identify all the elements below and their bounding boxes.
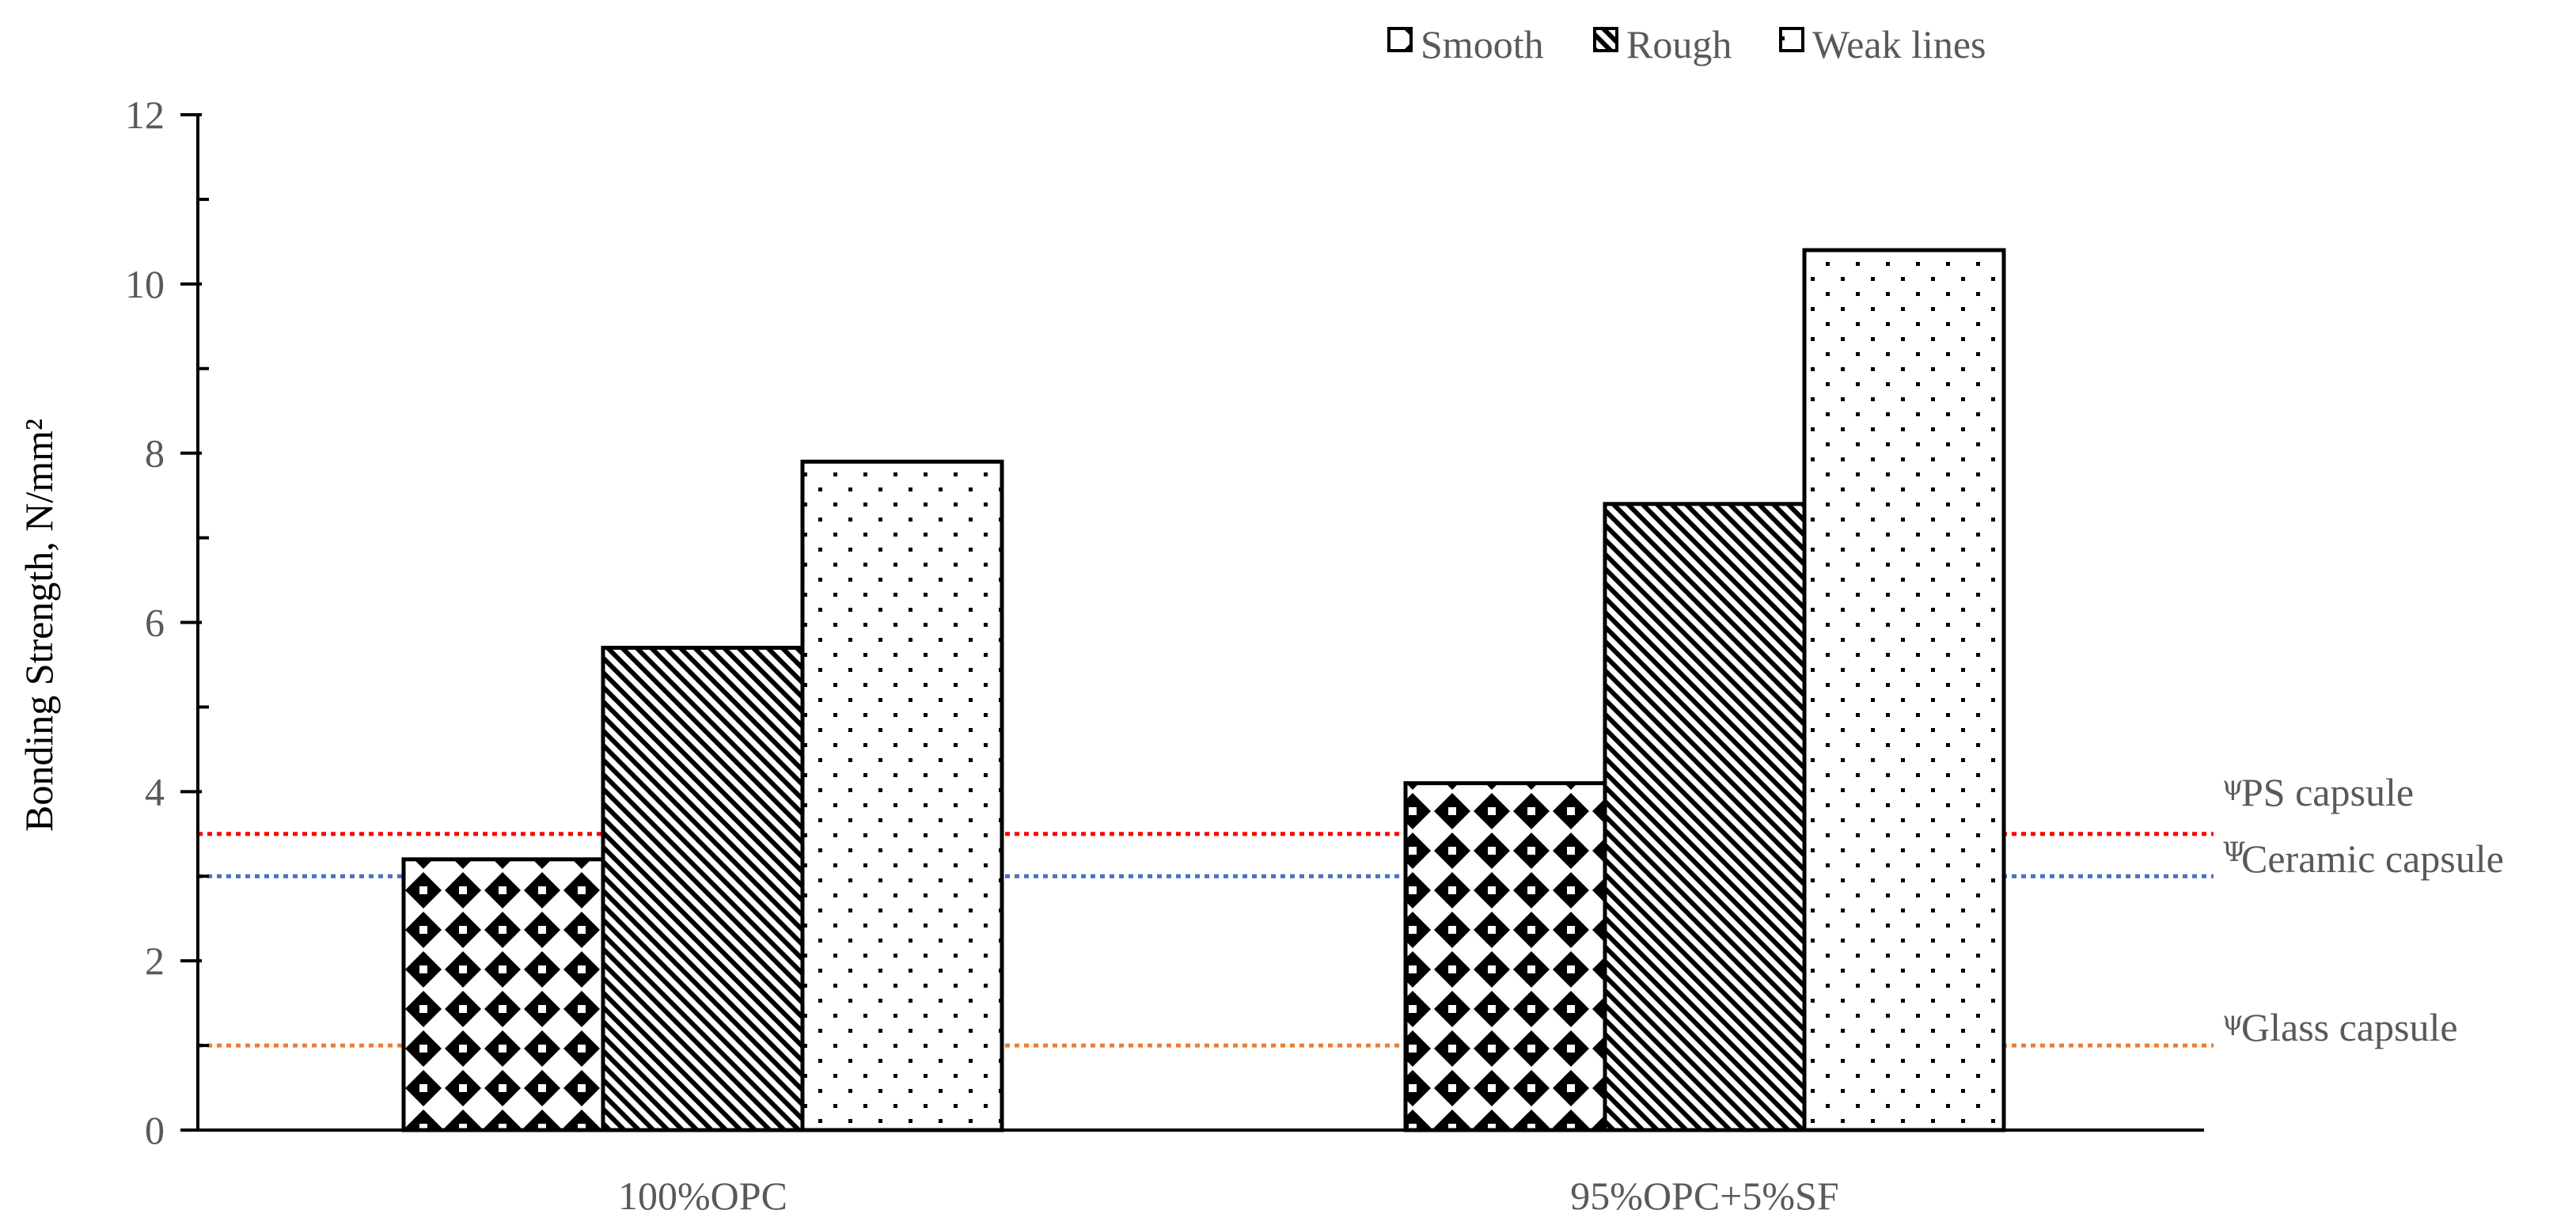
legend-label: Rough <box>1626 22 1732 66</box>
bar <box>1603 502 1807 1132</box>
y-tick-label: 8 <box>145 431 165 476</box>
x-tick-label: 100%OPC <box>618 1174 787 1218</box>
bar <box>800 459 1004 1132</box>
reference-line-label: Glass capsule <box>2241 1005 2458 1049</box>
legend-label: Weak lines <box>1812 22 1986 66</box>
y-axis-title: Bonding Strength, N/mm² <box>17 419 61 832</box>
bar <box>401 857 605 1132</box>
legend-swatch <box>1779 27 1804 52</box>
x-tick-label: 95%OPC+5%SF <box>1570 1174 1838 1218</box>
legend-swatch <box>1387 27 1413 52</box>
y-tick-label: 12 <box>125 93 165 137</box>
bar <box>1802 248 2006 1132</box>
y-tick-label: 6 <box>145 601 165 645</box>
y-tick-label: 10 <box>125 262 165 306</box>
legend-label: Smooth <box>1421 22 1544 66</box>
y-tick-label: 0 <box>145 1108 165 1152</box>
reference-line-symbol: ψ <box>2222 1005 2244 1037</box>
y-tick-label: 4 <box>145 769 165 814</box>
y-tick-label: 2 <box>145 939 165 983</box>
reference-line-label: Ceramic capsule <box>2241 836 2504 881</box>
reference-line-label: PS capsule <box>2241 770 2414 814</box>
reference-line-symbol: ψ <box>2222 770 2244 802</box>
bar <box>601 646 805 1132</box>
legend-swatch <box>1593 27 1618 52</box>
bar <box>1403 781 1607 1132</box>
reference-line-symbol: Ψ <box>2222 836 2246 868</box>
